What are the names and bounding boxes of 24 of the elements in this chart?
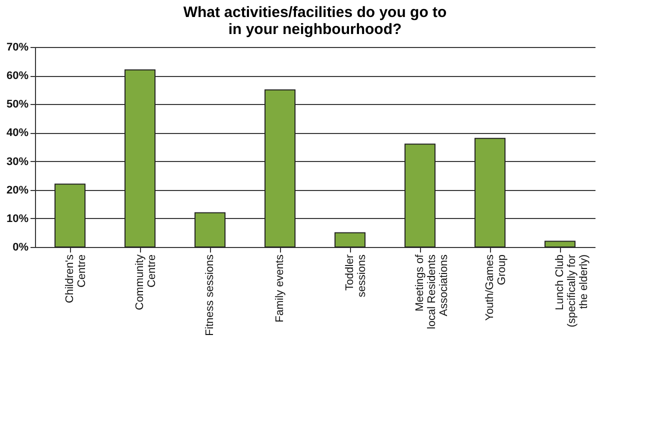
y-tick-label: 30% <box>6 156 29 168</box>
x-tick-label: Toddler sessions <box>344 254 368 298</box>
x-tick-label: Lunch Club (specifically for the elderly) <box>554 254 590 328</box>
bar <box>474 138 506 248</box>
y-tick-label: 0% <box>12 242 29 254</box>
y-tick-label: 50% <box>6 98 29 111</box>
x-tick-label: Family events <box>274 254 286 322</box>
y-tick-label: 40% <box>6 127 29 140</box>
x-tick-label: Community Centre <box>134 254 158 310</box>
bar <box>194 212 226 248</box>
bar <box>54 184 86 248</box>
y-tick-label: 70% <box>6 42 29 54</box>
x-tick-label: Youth/Games Group <box>484 254 508 321</box>
chart-title: What activities/facilities do you go to in your neighbourhood? <box>183 4 447 38</box>
y-tick-label: 60% <box>6 70 29 82</box>
bar <box>124 69 156 248</box>
x-tick-label: Children's Centre <box>64 254 88 304</box>
bar <box>544 240 576 248</box>
bar <box>334 232 366 248</box>
x-tick-label: Fitness sessions <box>204 254 216 336</box>
y-tick-label: 20% <box>6 184 29 196</box>
bar <box>404 144 436 248</box>
y-tick-label: 10% <box>6 212 29 225</box>
bar <box>264 89 296 248</box>
